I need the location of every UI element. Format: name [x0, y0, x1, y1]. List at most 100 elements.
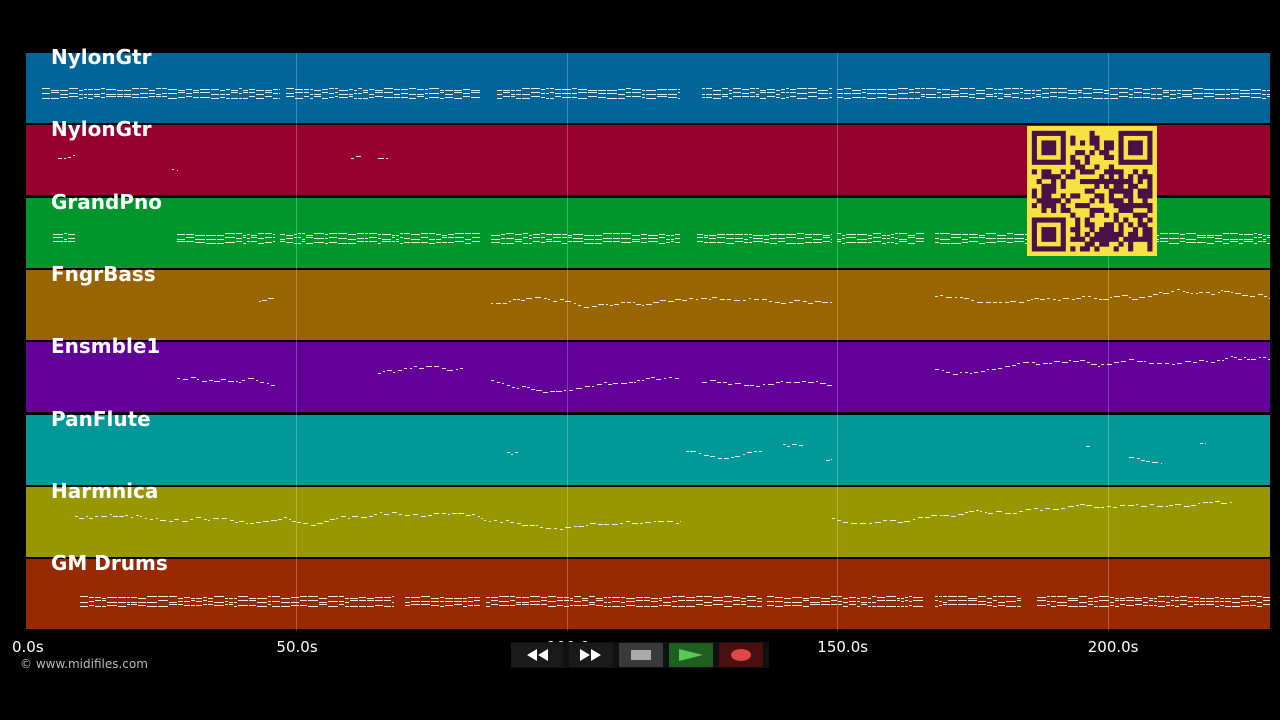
- record-button[interactable]: [719, 643, 763, 667]
- midi-note: [1006, 232, 1013, 234]
- midi-note: [1113, 362, 1119, 364]
- time-tick-label: 150.0s: [817, 638, 869, 656]
- midi-note: [1099, 600, 1110, 602]
- midi-note: [842, 242, 846, 244]
- midi-note: [562, 236, 568, 238]
- midi-note: [1050, 96, 1058, 97]
- midi-note: [888, 98, 898, 99]
- midi-note: [226, 94, 231, 95]
- midi-note: [510, 90, 515, 91]
- midi-note: [541, 232, 546, 234]
- midi-note: [392, 234, 396, 236]
- midi-note: [934, 295, 938, 297]
- midi-note: [776, 382, 781, 384]
- midi-note: [857, 241, 868, 243]
- track-lane[interactable]: Ensmble1: [26, 334, 1270, 413]
- midi-note: [374, 90, 383, 91]
- midi-note: [1238, 242, 1243, 244]
- midi-note: [186, 93, 193, 94]
- midi-note: [184, 601, 191, 603]
- midi-note: [212, 517, 219, 519]
- midi-note: [1067, 505, 1074, 507]
- midi-note: [195, 241, 206, 243]
- play-button[interactable]: [669, 643, 713, 667]
- midi-note: [1134, 88, 1143, 89]
- midi-note: [279, 98, 281, 99]
- midi-note: [257, 598, 268, 600]
- midi-note: [658, 605, 662, 607]
- midi-note: [1220, 289, 1223, 291]
- midi-note: [781, 92, 786, 93]
- midi-note: [1012, 88, 1020, 89]
- midi-note: [631, 92, 641, 93]
- midi-note: [249, 96, 256, 97]
- midi-note: [1032, 90, 1036, 91]
- midi-note: [785, 233, 796, 235]
- midi-note: [149, 96, 156, 97]
- midi-note: [573, 605, 581, 607]
- midi-note: [536, 390, 543, 392]
- midi-note: [732, 597, 740, 599]
- midi-note: [882, 234, 887, 236]
- midi-note: [256, 98, 265, 99]
- midi-note: [898, 98, 909, 99]
- midi-note: [112, 515, 118, 517]
- midi-note: [221, 379, 227, 381]
- midi-note: [766, 601, 774, 603]
- midi-note: [991, 369, 996, 371]
- midi-note: [265, 241, 273, 243]
- rewind-button[interactable]: [511, 643, 563, 667]
- midi-note: [606, 90, 617, 91]
- midi-note: [753, 450, 757, 452]
- midi-note: [368, 89, 374, 90]
- midi-note: [191, 377, 197, 379]
- midi-note: [1024, 98, 1032, 99]
- midi-note: [1241, 596, 1250, 598]
- midi-note: [545, 98, 549, 99]
- midi-note: [1052, 298, 1056, 300]
- midi-note: [140, 93, 149, 94]
- midi-note: [978, 242, 985, 244]
- midi-note: [392, 372, 395, 374]
- midi-note: [444, 601, 453, 603]
- midi-note: [1175, 606, 1180, 608]
- stop-button[interactable]: [619, 643, 663, 667]
- midi-note: [720, 298, 726, 300]
- midi-note: [1088, 604, 1094, 606]
- fast-forward-button[interactable]: [569, 643, 613, 667]
- midi-note: [685, 597, 695, 599]
- midi-note: [837, 240, 842, 242]
- midi-note: [708, 237, 716, 239]
- midi-note: [1198, 360, 1204, 362]
- midi-note: [916, 237, 924, 239]
- midi-note: [598, 303, 605, 305]
- midi-note: [632, 240, 641, 242]
- midi-note: [1137, 457, 1141, 459]
- track-lane[interactable]: GM Drums: [26, 551, 1270, 630]
- track-lane[interactable]: PanFlute: [26, 407, 1270, 485]
- midi-note: [472, 240, 481, 242]
- midi-note: [1190, 504, 1196, 506]
- midi-note: [285, 96, 294, 97]
- midi-note: [1083, 97, 1093, 98]
- midi-note: [908, 242, 916, 244]
- track-lane[interactable]: Harmnica: [26, 479, 1270, 557]
- midi-note: [465, 242, 472, 244]
- midi-note: [200, 89, 211, 90]
- midi-note: [1120, 361, 1126, 363]
- midi-note: [643, 600, 650, 602]
- midi-note: [992, 301, 997, 303]
- track-lane[interactable]: NylonGtr: [26, 45, 1270, 123]
- midi-note: [1126, 600, 1135, 602]
- midi-note: [138, 598, 147, 600]
- midi-note: [1188, 601, 1194, 603]
- midi-note: [604, 382, 608, 384]
- midi-note: [321, 98, 328, 99]
- midi-note: [1036, 90, 1042, 91]
- midi-note: [1127, 504, 1134, 506]
- midi-note: [606, 93, 617, 94]
- midi-note: [656, 94, 667, 95]
- midi-note: [521, 94, 530, 95]
- midi-note: [695, 596, 703, 598]
- track-lane[interactable]: FngrBass: [26, 262, 1270, 340]
